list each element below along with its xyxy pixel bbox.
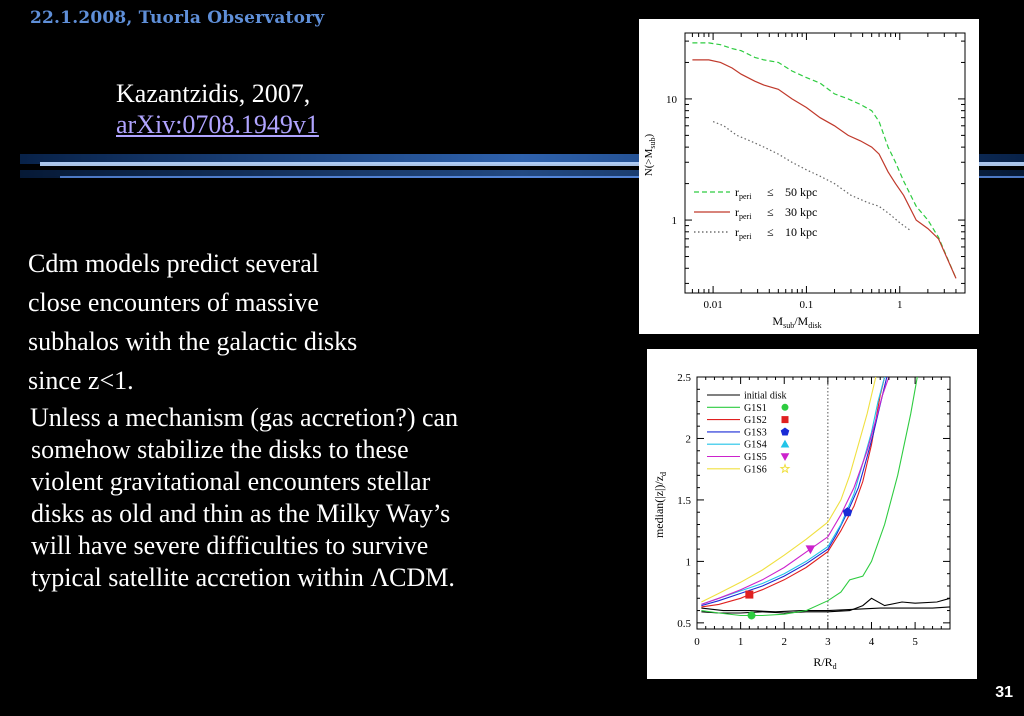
- chart2-x-tick-label: 2: [781, 636, 787, 648]
- paragraph-text: Unless a mechanism (gas accretion?) can …: [28, 402, 643, 594]
- decorative-light-band: [20, 154, 1024, 178]
- chart2-legend-label: G1S1: [744, 403, 767, 414]
- chart1-xlabel: Msub/Mdisk: [772, 314, 821, 330]
- reference-block: Kazantzidis, 2007, arXiv:0708.1949v1: [116, 78, 319, 140]
- chart2-y-tick-label: 1: [686, 556, 692, 568]
- chart1-x-tick-label: 1: [897, 299, 903, 311]
- chart2-x-tick-label: 0: [694, 636, 700, 648]
- chart2-legend-label: initial disk: [744, 391, 787, 402]
- chart2-legend-marker: [779, 463, 791, 474]
- chart1-legend-label: rperi ≤30 kpc: [735, 205, 817, 221]
- chart2-marker: [745, 590, 754, 599]
- chart2-legend-marker: [780, 453, 790, 462]
- chart2-series-line: [701, 376, 918, 617]
- chart1-legend: rperi ≤50 kpc rperi ≤30 kpc rperi ≤10 kpc: [694, 185, 817, 241]
- chart2-legend-marker: [781, 403, 789, 411]
- chart1-series: [692, 42, 957, 279]
- chart1-x-tick-label: 0.01: [703, 299, 722, 311]
- chart2-x-tick-label: 5: [912, 636, 918, 648]
- chart1-frame: [684, 32, 966, 294]
- reference-author: Kazantzidis, 2007,: [116, 79, 311, 108]
- chart2-marker: [747, 611, 756, 620]
- bullet-line: Cdm models predict several: [28, 249, 319, 278]
- chart2-series: [701, 376, 951, 620]
- chart2-legend-label: G1S4: [744, 440, 767, 451]
- chart2-legend-marker: [781, 416, 789, 424]
- bullet-line: close encounters of massive: [28, 288, 319, 317]
- chart2-x-tick-label: 3: [825, 636, 831, 648]
- chart2-legend-label: G1S2: [744, 415, 767, 426]
- chart2-series-line: [701, 376, 886, 605]
- para-line: will have severe difficulties to survive: [31, 531, 429, 560]
- chart2-series-line: [701, 376, 890, 605]
- chart1-legend-label: rperi ≤10 kpc: [735, 225, 817, 241]
- chart1-x-tick-label: 0.1: [800, 299, 814, 311]
- chart2-frame: [696, 376, 951, 630]
- disk-thickening-chart: 0 1 2 3 4 5 0.5 1 1.5 2 2.5 initial disk G1S1 G1S2 G1…: [647, 349, 977, 679]
- page-number: 31: [995, 684, 1013, 701]
- bullet-line: since z<1.: [28, 366, 134, 395]
- chart2-ticks: 0 1 2 3 4 5 0.5 1 1.5 2 2.5: [677, 372, 950, 648]
- slide-header: 22.1.2008, Tuorla Observatory: [30, 8, 325, 28]
- chart2-legend-marker: [780, 427, 790, 436]
- chart1-y-tick-label: 10: [666, 94, 678, 106]
- chart2-series-line: [701, 606, 951, 613]
- chart2-y-tick-label: 1.5: [677, 495, 691, 507]
- para-line: Unless a mechanism (gas accretion?) can: [30, 403, 459, 432]
- chart1-ylabel: N(>Msub): [643, 133, 657, 176]
- chart2-marker: [842, 507, 853, 517]
- para-line: violent gravitational encounters stellar: [31, 467, 431, 496]
- chart1-axes: [684, 32, 966, 294]
- chart2-y-tick-label: 2: [686, 433, 692, 445]
- chart1-series-line: [712, 121, 911, 231]
- chart1-series-line: [692, 42, 957, 279]
- chart2-legend-marker: [780, 439, 790, 448]
- chart2-y-tick-label: 0.5: [677, 618, 691, 630]
- chart2-legend-label: G1S3: [744, 427, 767, 438]
- chart2-x-tick-label: 1: [738, 636, 744, 648]
- subhalo-mass-function-chart: 0.01 0.1 1 1 10 rperi ≤50 kpc rperi ≤30 kpc rper…: [639, 19, 979, 334]
- arxiv-link[interactable]: arXiv:0708.1949v1: [116, 110, 319, 139]
- chart2-xlabel: R/Rd: [813, 655, 836, 671]
- chart2-series-line: [701, 376, 877, 603]
- bullet-line: subhalos with the galactic disks: [28, 327, 358, 356]
- chart1-y-tick-label: 1: [672, 215, 678, 227]
- para-line: disks as old and thin as the Milky Way’s: [31, 499, 451, 528]
- chart2-legend-label: G1S5: [744, 452, 767, 463]
- para-line: somehow stabilize the disks to these: [31, 435, 409, 464]
- chart2-svg: 0 1 2 3 4 50.511.522.5 initial diskG1S1G1S2G1…: [652, 372, 951, 671]
- chart2-marker: [805, 545, 816, 555]
- para-line: typical satellite accretion within ΛCDM.: [31, 563, 455, 592]
- chart2-series-line: [701, 376, 886, 608]
- chart2-x-tick-label: 4: [869, 636, 875, 648]
- chart2-y-tick-label: 2.5: [677, 372, 691, 384]
- chart2-legend-label: G1S6: [744, 464, 767, 475]
- chart1-series-line: [692, 59, 957, 279]
- chart2-ylabel: median(|z|)/zd: [652, 472, 668, 538]
- chart2-axes: [696, 376, 951, 630]
- chart1-legend-label: rperi ≤50 kpc: [735, 185, 817, 201]
- bullet-text: Cdm models predict several close encount…: [28, 244, 638, 400]
- chart2-series-line: [701, 597, 951, 614]
- chart1-ticks: 0.01 0.1 1 1 10: [666, 33, 966, 311]
